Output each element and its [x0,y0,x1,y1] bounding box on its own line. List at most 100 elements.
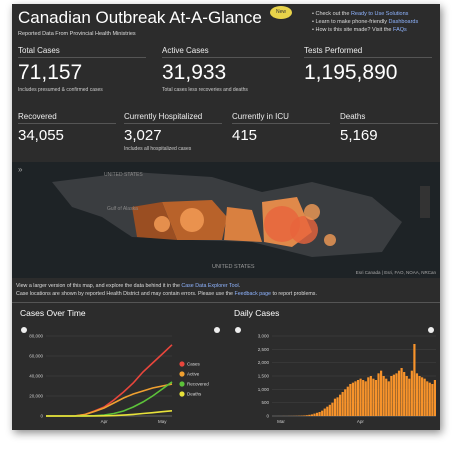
link[interactable]: Case Data Explorer Tool [181,283,239,289]
bar [326,406,329,416]
stat-value: 5,169 [340,127,378,144]
bubble [304,204,320,220]
link-item: • How is this site made? Visit the FAQs [312,27,407,33]
text: How is this site made? Visit the [315,27,394,33]
bar [341,392,344,416]
bar [415,373,419,416]
bar [377,373,380,416]
bubble [290,216,318,244]
stat: Currently Hospitalized 3,027 Includes all … [124,112,222,152]
y-tick-label: 1,500 [258,374,270,379]
bar [405,376,408,416]
stat-value: 71,157 [18,61,83,84]
map[interactable]: UNITED STATES Gulf of Alaska UNITED STAT… [12,162,440,278]
stat: Total Cases 71,157 Includes presumed & con… [18,46,146,93]
bar [385,378,388,416]
series-line [46,410,173,417]
bar [333,398,337,416]
bar [318,412,321,416]
x-tick-label: Apr [357,419,365,424]
link[interactable]: Dashboards [388,19,419,25]
y-tick-label: 0 [40,414,43,419]
y-tick-label: 2,000 [258,360,270,365]
link[interactable]: Feedback page [234,291,271,297]
bubble [324,234,336,246]
link-item: • Learn to make phone-friendly Dashboard… [312,19,419,25]
title: Canadian Outbreak At-A-Glance [18,8,262,27]
legend-swatch [179,361,185,367]
bar [403,372,406,416]
bar [315,412,319,416]
bar [431,384,434,416]
bar [364,381,367,416]
chart-title: Cases Over Time [20,308,86,318]
link[interactable]: FAQs [393,27,407,33]
bar [356,380,360,416]
stat: Currently in ICU 415 [232,112,330,144]
y-tick-label: 3,000 [258,334,270,339]
stat-label: Total Cases [18,46,146,58]
expand-icon[interactable]: » [18,165,23,174]
legend-swatch [179,391,185,397]
bar [433,380,436,416]
y-tick-label: 1,000 [258,387,270,392]
bar [421,377,424,416]
y-tick-label: 500 [261,400,269,405]
link[interactable]: Ready to Use Solutions [350,11,409,17]
y-tick-label: 40,000 [29,374,43,379]
y-tick-label: 20,000 [29,394,43,399]
bar [418,376,421,416]
bar [382,376,385,416]
stat-label: Currently in ICU [232,112,330,124]
map-label: Gulf of Alaska [107,206,138,212]
slider-handle [21,327,27,333]
dashboard: Canadian Outbreak At-A-Glance Reported D… [12,4,440,430]
zoom-control[interactable] [420,186,430,218]
bubble [154,216,170,232]
legend-label: Recovered [187,382,209,387]
bar [372,378,375,416]
bar [349,384,352,416]
legend-label: Active [187,372,200,377]
bar [328,404,331,416]
bar [310,414,313,416]
bubble [180,208,204,232]
y-tick-label: 60,000 [29,354,43,359]
bar [346,386,349,416]
map-label: UNITED STATES [212,264,255,270]
bar [380,370,383,416]
link-item: • Check out the Ready to Use Solutions [312,11,409,17]
badge: New [270,6,292,19]
bar [390,376,393,416]
y-tick-label: 0 [266,414,269,419]
slider-handle [428,327,434,333]
stat-label: Currently Hospitalized [124,112,222,124]
bar [313,413,316,416]
x-tick-label: Mar [277,419,285,424]
bar [351,382,354,416]
chart: Daily Cases 0 500 1,000 1,500 2,000 2,500 3,000… [234,308,436,424]
legend-swatch [179,371,185,377]
stat-value: 3,027 [124,127,162,144]
text: Learn to make phone-friendly [315,19,389,25]
note: View a larger version of this map, and e… [16,282,317,290]
stat: Recovered 34,055 [18,112,116,144]
subtitle: Reported Data From Provincial Health Min… [18,31,136,37]
stat-note: Total cases less recoveries and deaths [162,87,248,93]
stat: Deaths 5,169 [340,112,438,144]
x-tick-label: Apr [101,419,109,424]
bar [413,344,416,416]
bar [308,414,311,416]
stat-label: Deaths [340,112,438,124]
bar [344,389,347,416]
bar [321,410,324,416]
stat-label: Recovered [18,112,116,124]
legend-label: Deaths [187,392,202,397]
bar [374,380,378,416]
bar [362,380,365,416]
stat-note: Includes all hospitalized cases [124,146,192,152]
legend-label: Cases [187,362,201,367]
divider [12,302,440,303]
bar [303,415,306,416]
